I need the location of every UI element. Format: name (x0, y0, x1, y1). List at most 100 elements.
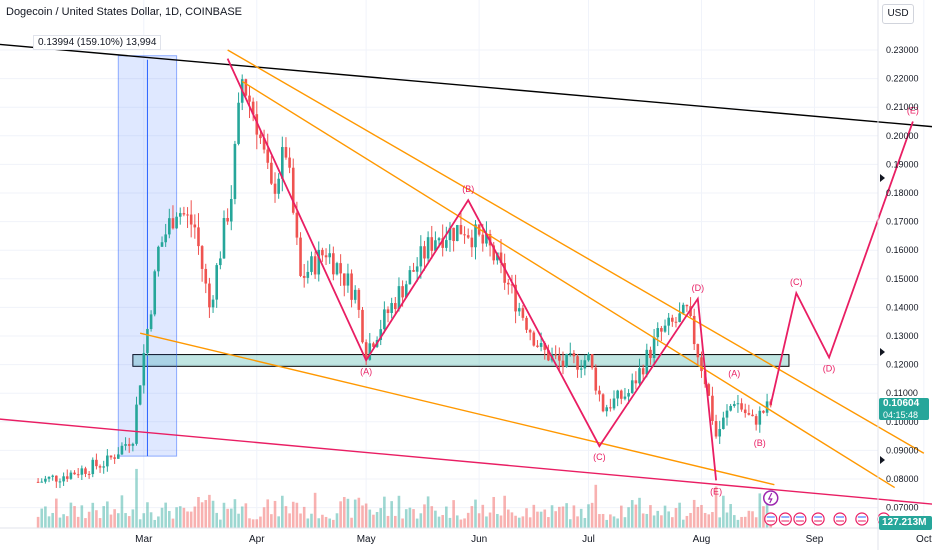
volume-bar (503, 495, 506, 528)
volume-bar (346, 498, 350, 528)
candle-body (270, 162, 273, 184)
volume-bar (40, 508, 44, 528)
flag-icon (764, 512, 778, 526)
volume-bar (565, 503, 568, 528)
volume-bar (474, 499, 477, 528)
candle-body (353, 289, 357, 300)
volume-bar (514, 515, 517, 528)
volume-bar (455, 515, 459, 528)
volume-bar (404, 509, 408, 528)
volume-bar (525, 508, 528, 528)
price-tick-label: 0.16000 (886, 245, 919, 255)
flag-icon (793, 512, 807, 526)
volume-bar (102, 506, 106, 528)
trendlines (0, 43, 932, 505)
candle-body (226, 217, 229, 222)
candle-body (222, 217, 226, 259)
volume-bar (612, 516, 616, 528)
volume-bar (692, 499, 696, 528)
volume-bar (445, 506, 448, 528)
volume-bar (339, 501, 342, 528)
volume-bar (335, 513, 339, 528)
candle-body (685, 304, 689, 307)
volume-value-tag: 127.213M (879, 516, 932, 530)
volume-bar (587, 504, 590, 528)
candle-body (412, 270, 415, 272)
wave-label: (E) (907, 106, 919, 116)
measure-label: 0.13994 (159.10%) 13,994 (33, 35, 162, 50)
volume-bar (696, 506, 700, 528)
candle-body (109, 455, 113, 458)
candle-body (718, 429, 722, 437)
grid (0, 0, 925, 528)
volume-bar (397, 495, 401, 528)
candle-body (364, 342, 368, 360)
volume-bar (204, 500, 208, 528)
time-tick-label: May (357, 534, 376, 545)
volume-bar (222, 502, 226, 528)
volume-bar (284, 506, 288, 528)
volume-bar (113, 509, 116, 528)
measure-range (117, 55, 178, 457)
candle-body (445, 240, 448, 248)
wave-label: (A) (728, 369, 740, 379)
candle-body (485, 233, 488, 244)
candle-body (299, 237, 302, 276)
volume-bar (317, 518, 321, 528)
candle-body (656, 328, 660, 338)
volume-bar (641, 513, 645, 528)
price-tick-label: 0.22000 (886, 74, 919, 84)
candle-body (91, 459, 95, 475)
volume-bar (62, 514, 65, 528)
candle-body (652, 337, 656, 359)
volume-bar (262, 507, 266, 528)
candle-body (525, 317, 528, 330)
axis-arrow (880, 456, 885, 464)
support-zone-rect (132, 354, 790, 367)
candle-body (390, 303, 393, 313)
wave-label: (C) (790, 277, 803, 287)
candle-body (219, 258, 222, 266)
volume-bar (182, 507, 186, 528)
candle-body (73, 472, 76, 475)
volume-bar (302, 506, 306, 528)
candle-body (211, 299, 215, 308)
candle-body (554, 354, 557, 356)
volume-bar (678, 502, 681, 528)
candle-body (288, 157, 291, 168)
volume-bar (590, 502, 594, 528)
price-tick-label: 0.19000 (886, 159, 919, 169)
trendline-orange-upper-1 (227, 49, 925, 454)
volume-bar (550, 505, 554, 528)
price-axis[interactable]: 0.23000 0.22000 0.21000 0.20000 0.19000 0.180… (880, 45, 919, 513)
volume-bar (652, 515, 656, 528)
volume-bar (758, 493, 762, 528)
volume-bar (44, 506, 47, 528)
volume-bar (306, 518, 310, 528)
candle-body (87, 473, 91, 475)
volume-bar (87, 511, 91, 528)
volume-bar (106, 501, 109, 528)
candle-body (51, 475, 54, 477)
candle-body (415, 266, 419, 272)
volume-bar (729, 504, 732, 528)
candle-body (317, 249, 321, 275)
volume-bar (229, 508, 233, 528)
volume-bar (277, 516, 280, 528)
candle-body (532, 332, 536, 346)
candle-body (244, 79, 248, 96)
candle-body (277, 178, 280, 194)
candle-countdown: 04:15:48 (883, 410, 919, 420)
trendline-black-resistance (0, 43, 932, 128)
volume-bar (762, 506, 765, 528)
currency-button[interactable]: USD (882, 4, 914, 24)
trendline-orange-upper-2 (241, 80, 896, 489)
trendline-red-support (0, 418, 932, 505)
volume-bar (386, 515, 390, 528)
volume-bar (711, 512, 714, 528)
volume-bar (270, 514, 273, 528)
candle-body (164, 234, 167, 243)
candle-body (692, 315, 696, 345)
time-axis[interactable]: Mar Apr May Jun Jul Aug Sep Oct (135, 534, 932, 545)
